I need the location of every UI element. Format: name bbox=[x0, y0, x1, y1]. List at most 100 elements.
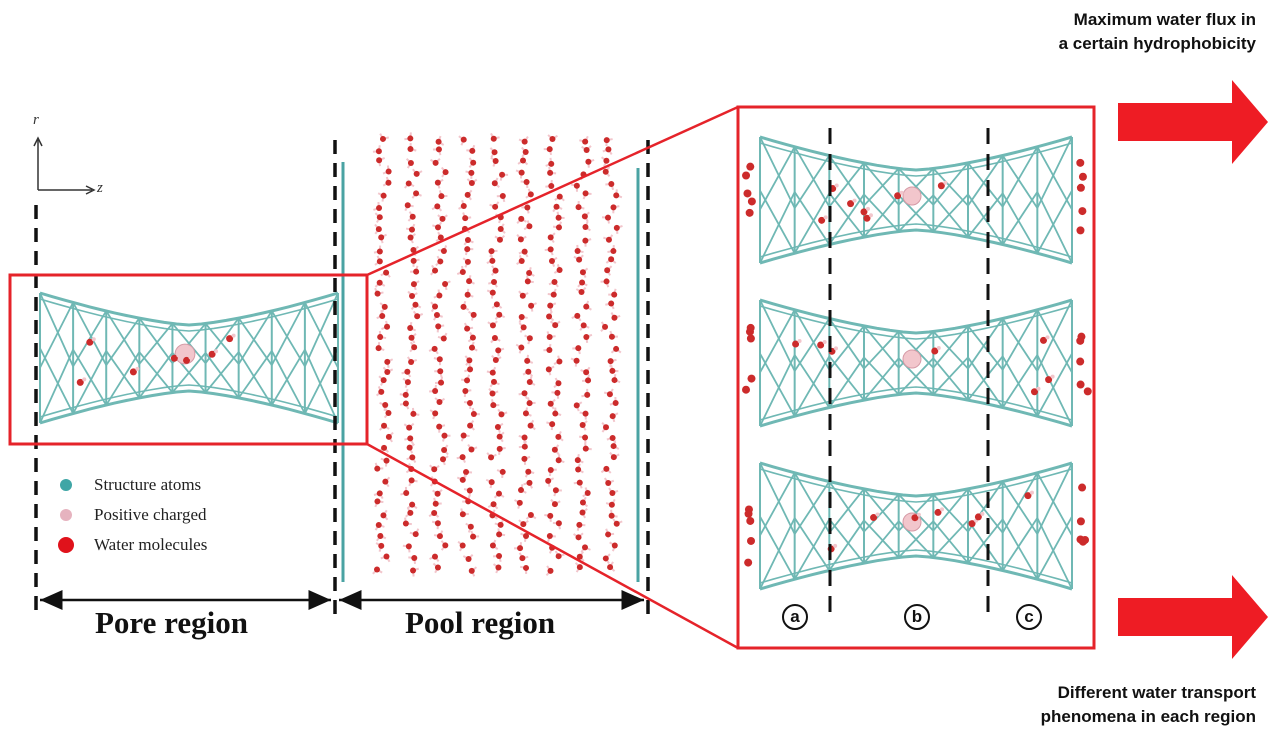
water-molecule bbox=[496, 468, 506, 479]
water-molecule bbox=[441, 432, 451, 442]
water-molecule bbox=[435, 231, 444, 243]
water-molecule bbox=[380, 457, 390, 467]
water-molecule bbox=[428, 509, 440, 518]
water-molecule bbox=[494, 311, 506, 321]
zoom-pore-3 bbox=[759, 461, 1073, 591]
water-molecule bbox=[405, 158, 414, 169]
water-molecule bbox=[464, 355, 473, 366]
water-molecule bbox=[523, 479, 534, 489]
water-molecule bbox=[518, 390, 528, 400]
water-molecule bbox=[525, 188, 534, 199]
water-molecule bbox=[406, 443, 415, 454]
water-molecule bbox=[516, 215, 527, 224]
water-molecule bbox=[608, 487, 619, 496]
water-molecule bbox=[400, 486, 410, 496]
water-molecule bbox=[524, 354, 534, 364]
water-molecule bbox=[518, 314, 528, 323]
water-molecule bbox=[410, 265, 420, 275]
water-molecule bbox=[581, 374, 592, 384]
water-molecule bbox=[460, 300, 470, 311]
water-molecule bbox=[611, 373, 621, 384]
water-molecule bbox=[489, 539, 499, 550]
water-molecule bbox=[581, 211, 590, 223]
water-molecule bbox=[521, 455, 531, 465]
water-molecule bbox=[573, 479, 583, 489]
water-molecule bbox=[554, 550, 565, 560]
bottom-result-arrow bbox=[1118, 575, 1268, 659]
water-molecule bbox=[514, 541, 524, 552]
water-molecule bbox=[573, 401, 583, 412]
water-molecule bbox=[412, 168, 423, 177]
water-molecule bbox=[490, 156, 499, 167]
water-molecule bbox=[379, 401, 389, 412]
water-molecule bbox=[608, 509, 618, 519]
water-molecule bbox=[547, 467, 557, 477]
water-molecule bbox=[491, 354, 502, 364]
water-molecule bbox=[554, 193, 565, 202]
water-molecule bbox=[429, 464, 440, 473]
water-molecule bbox=[514, 499, 523, 509]
water-molecule bbox=[545, 365, 555, 376]
axis-indicator bbox=[33, 136, 96, 195]
water-molecule bbox=[610, 440, 620, 450]
water-molecule bbox=[490, 265, 499, 276]
water-molecule bbox=[583, 333, 593, 344]
water-molecule bbox=[399, 400, 410, 410]
water-molecule bbox=[525, 512, 537, 520]
water-molecule bbox=[499, 171, 509, 181]
top-note-line-1: Maximum water flux in bbox=[1073, 10, 1256, 29]
water-molecule bbox=[463, 487, 473, 497]
top-result-arrow bbox=[1118, 80, 1268, 164]
water-molecule bbox=[520, 179, 530, 189]
water-molecule bbox=[546, 533, 556, 543]
water-molecule bbox=[610, 204, 620, 214]
water-molecule bbox=[578, 434, 589, 444]
water-molecule bbox=[574, 244, 584, 254]
water-molecule bbox=[496, 528, 506, 538]
bottom-note: Different water transport phenomena in e… bbox=[936, 681, 1256, 729]
water-molecule bbox=[410, 301, 422, 310]
water-molecule bbox=[375, 386, 385, 397]
water-molecule bbox=[404, 202, 414, 212]
water-molecule bbox=[374, 223, 382, 235]
water-molecule bbox=[526, 375, 536, 386]
water-molecule bbox=[493, 490, 505, 499]
water-molecule bbox=[384, 358, 394, 368]
water-molecule bbox=[464, 322, 474, 332]
pool-water bbox=[372, 132, 623, 577]
water-molecule bbox=[432, 497, 442, 507]
water-molecule bbox=[553, 377, 562, 389]
water-molecule bbox=[460, 374, 471, 384]
water-molecule bbox=[374, 255, 383, 266]
water-molecule bbox=[524, 275, 534, 285]
water-molecule bbox=[544, 246, 554, 256]
water-molecule bbox=[456, 265, 466, 276]
water-molecule bbox=[492, 563, 502, 574]
water-molecule bbox=[515, 169, 525, 179]
water-molecule bbox=[440, 166, 449, 178]
water-molecule bbox=[601, 421, 610, 433]
water-molecule bbox=[373, 245, 383, 255]
water-molecule bbox=[489, 201, 500, 210]
water-molecule bbox=[553, 263, 563, 274]
water-molecule bbox=[555, 211, 565, 221]
water-molecule bbox=[515, 343, 525, 354]
water-molecule bbox=[573, 532, 584, 541]
water-molecule bbox=[465, 169, 475, 179]
water-molecule bbox=[432, 146, 442, 156]
water-molecule bbox=[456, 474, 468, 483]
water-molecule bbox=[575, 201, 585, 211]
water-molecule bbox=[604, 265, 613, 276]
water-molecule bbox=[522, 407, 532, 417]
water-molecule bbox=[548, 278, 559, 288]
water-molecule bbox=[524, 334, 533, 345]
water-molecule bbox=[437, 214, 448, 222]
legend-item-positive: Positive charged bbox=[60, 500, 300, 530]
water-molecule bbox=[410, 257, 420, 267]
water-molecule bbox=[489, 378, 500, 388]
water-molecule bbox=[377, 330, 387, 340]
zoom-pore-1 bbox=[759, 135, 1073, 265]
water-molecule bbox=[432, 311, 443, 321]
sub-region-label-c: c bbox=[1016, 604, 1042, 630]
